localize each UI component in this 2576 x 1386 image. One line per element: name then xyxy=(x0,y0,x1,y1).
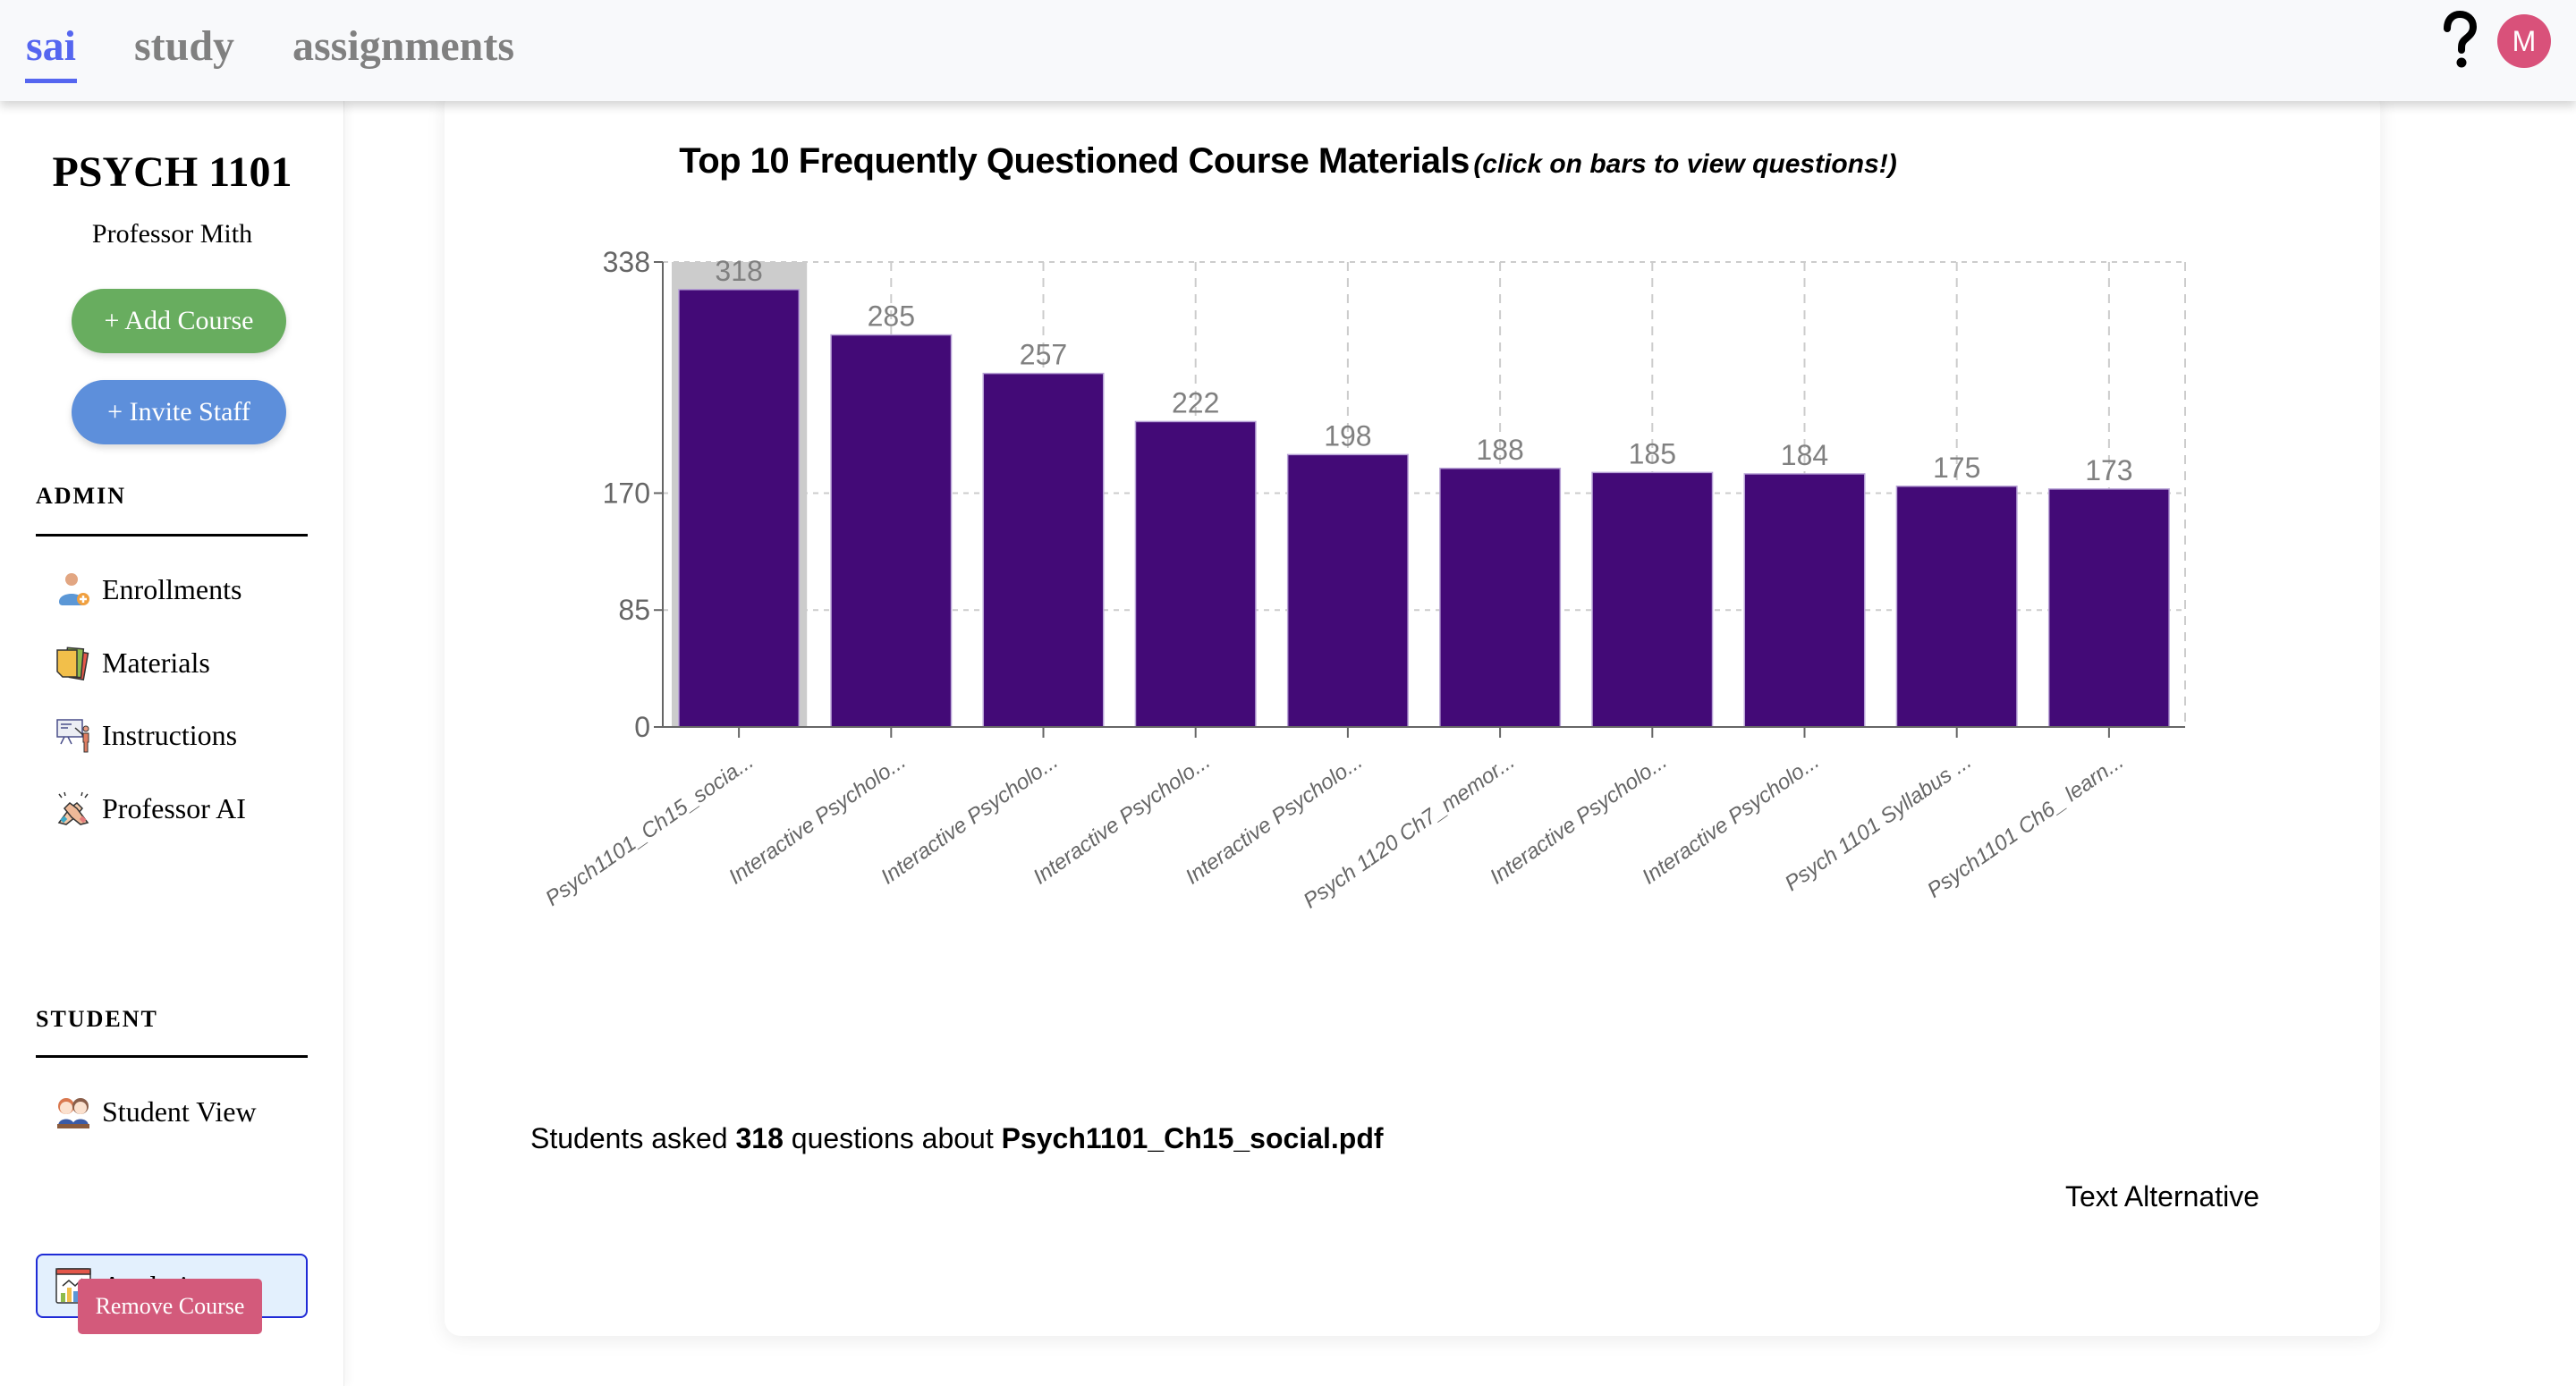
question-mark-icon[interactable] xyxy=(2440,11,2479,72)
x-tick-label: Psych1101_Ch15_socia... xyxy=(541,749,758,911)
bar-value-label: 198 xyxy=(1324,419,1371,452)
bar[interactable] xyxy=(1895,486,2018,728)
bar[interactable] xyxy=(1591,471,1714,728)
student-section-label: STUDENT xyxy=(36,1006,158,1032)
nav-tab-study[interactable]: study xyxy=(134,22,235,70)
bar-value-label: 175 xyxy=(1933,452,1980,484)
sidebar-item-enrollments[interactable]: Enrollments xyxy=(36,557,308,621)
admin-divider xyxy=(36,534,308,537)
y-tick-label: 170 xyxy=(603,477,650,509)
y-tick-label: 338 xyxy=(603,246,650,278)
user-avatar[interactable]: M xyxy=(2497,14,2551,68)
y-axis-tick-labels: 0 85 170 338 xyxy=(603,246,650,743)
bar-value-label: 184 xyxy=(1781,439,1828,471)
sidebar-item-materials[interactable]: Materials xyxy=(36,630,308,695)
students-icon xyxy=(57,1098,89,1128)
sidebar-item-label: Professor AI xyxy=(102,791,246,824)
summary-middle: questions about xyxy=(783,1122,1002,1154)
y-tick-label: 0 xyxy=(634,711,650,743)
admin-section-label: ADMIN xyxy=(36,483,126,509)
chart-title: Top 10 Frequently Questioned Course Mate… xyxy=(0,141,2576,182)
invite-staff-button[interactable]: + Invite Staff xyxy=(72,380,286,444)
top-nav-bar: sai study assignments M xyxy=(0,0,2576,101)
sidebar-item-label: Enrollments xyxy=(102,572,242,605)
course-title: PSYCH 1101 xyxy=(52,148,292,196)
bar-value-label: 173 xyxy=(2085,454,2132,486)
sidebar-item-professor-ai[interactable]: Professor AI xyxy=(36,776,308,841)
handshake-icon xyxy=(57,791,89,825)
add-user-icon xyxy=(59,573,89,605)
summary-prefix: Students asked xyxy=(530,1122,736,1154)
bar[interactable] xyxy=(1134,420,1257,728)
y-tick-label: 85 xyxy=(618,594,650,626)
chart-bars xyxy=(678,289,2170,728)
sidebar-item-label: Materials xyxy=(102,646,210,679)
chart-title-text: Top 10 Frequently Questioned Course Mate… xyxy=(679,141,1470,181)
selection-summary: Students asked 318 questions about Psych… xyxy=(530,1122,1384,1155)
bar-chart: 0 85 170 338 Psych1101_Ch15_socia...Interac… xyxy=(541,246,2186,914)
bar[interactable] xyxy=(830,334,953,728)
bar-data-labels: 318 285 257 222 198 188 185 184 175 173 xyxy=(715,255,2132,486)
bar-value-label: 185 xyxy=(1629,437,1676,469)
sidebar-item-student-view[interactable]: Student View xyxy=(36,1079,308,1144)
bar-value-label: 318 xyxy=(715,255,762,287)
professor-name: Professor Mith xyxy=(91,219,253,249)
bar[interactable] xyxy=(678,289,801,728)
text-alternative-button[interactable]: Text Alternative xyxy=(2065,1180,2259,1213)
sidebar: PSYCH 1101 Professor Mith + Add Course +… xyxy=(0,101,344,1386)
bar-value-label: 188 xyxy=(1476,434,1523,466)
nav-tab-sai[interactable]: sai xyxy=(24,16,78,83)
bar[interactable] xyxy=(1439,468,1562,728)
bar-value-label: 285 xyxy=(868,300,915,333)
sidebar-item-label: Instructions xyxy=(102,718,238,751)
presentation-icon xyxy=(56,719,89,753)
x-axis-tick-labels: Psych1101_Ch15_socia...Interactive Psych… xyxy=(541,749,2128,914)
student-divider xyxy=(36,1055,308,1058)
documents-icon xyxy=(56,647,89,680)
bar-value-label: 257 xyxy=(1020,339,1067,371)
bar-value-label: 222 xyxy=(1172,386,1219,418)
chart-axes xyxy=(654,261,2185,738)
bar[interactable] xyxy=(982,372,1105,728)
bar[interactable] xyxy=(1286,453,1409,728)
summary-count: 318 xyxy=(735,1122,784,1154)
remove-course-button[interactable]: Remove Course xyxy=(78,1279,262,1334)
chart-subtitle: (click on bars to view questions!) xyxy=(1473,149,1897,179)
bar[interactable] xyxy=(2047,488,2170,728)
nav-tab-assignments[interactable]: assignments xyxy=(292,22,515,70)
bar[interactable] xyxy=(1743,473,1866,728)
summary-file: Psych1101_Ch15_social.pdf xyxy=(1001,1122,1384,1154)
add-course-button[interactable]: + Add Course xyxy=(72,289,286,353)
sidebar-item-instructions[interactable]: Instructions xyxy=(36,703,308,767)
sidebar-item-label: Student View xyxy=(102,1094,257,1128)
